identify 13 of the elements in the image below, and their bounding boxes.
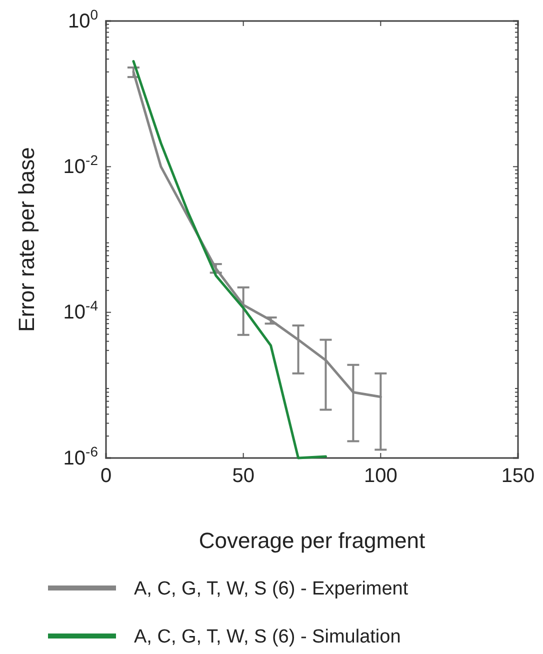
legend-label: A, C, G, T, W, S (6) - Experiment [134, 578, 409, 600]
y-tick-label: 10$^{-2}$ [63, 152, 98, 178]
y-tick-label: 10$^{0}$ [68, 6, 98, 32]
y-axis-title: Error rate per base [14, 147, 39, 332]
x-axis-title: Coverage per fragment [198, 528, 426, 553]
x-tick-label: 100 [364, 465, 398, 488]
x-tick-label: 150 [501, 465, 535, 488]
x-tick-label: 0 [100, 465, 112, 488]
x-tick-label: 50 [232, 465, 254, 488]
line-series [132, 60, 327, 460]
y-tick-label: 10$^{-4}$ [63, 298, 98, 324]
y-tick-label: 10$^{-6}$ [63, 443, 98, 470]
legend-label: A, C, G, T, W, S (6) - Simulation [134, 626, 401, 648]
